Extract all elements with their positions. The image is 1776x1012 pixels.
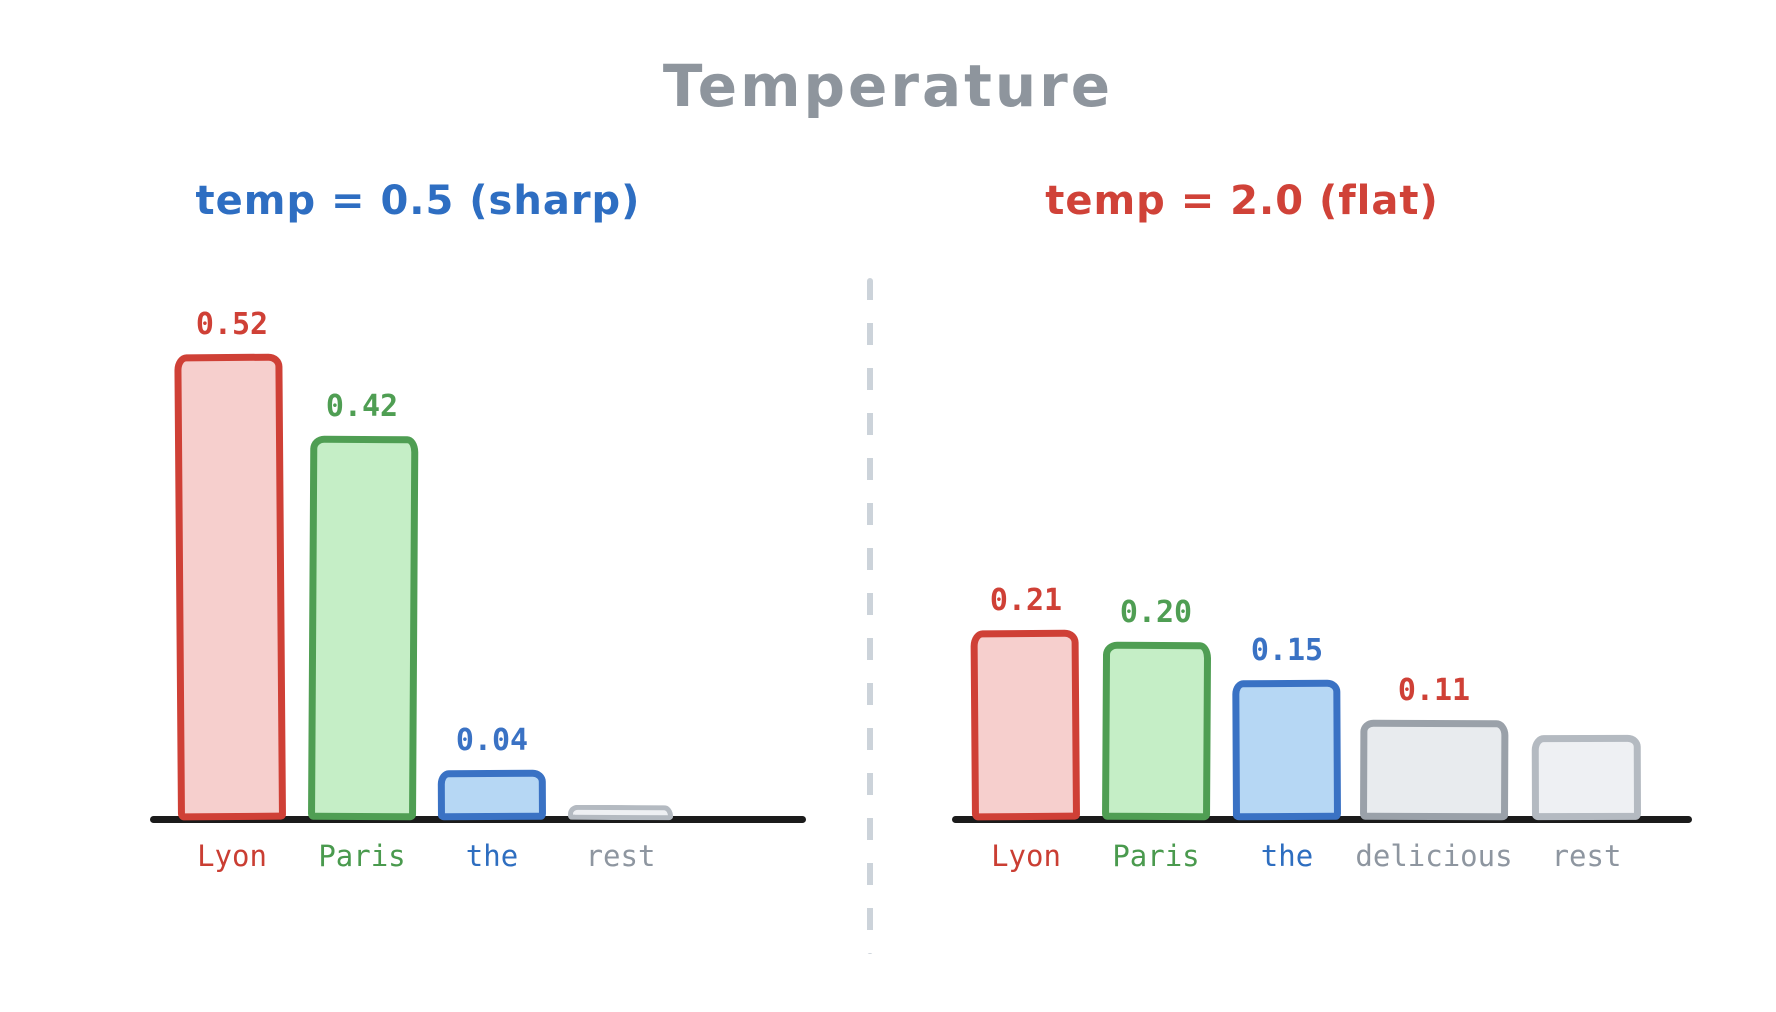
bar-paris: [308, 435, 419, 821]
value-label-lyon: 0.52: [195, 307, 269, 342]
bar-rest: [568, 804, 674, 821]
value-label-the: 0.15: [1250, 633, 1324, 668]
bar-paris: [1102, 641, 1212, 821]
bar-the: [437, 769, 546, 821]
tick-label-paris: Paris: [1112, 839, 1200, 873]
tick-label-paris: Paris: [318, 839, 406, 873]
value-label-the: 0.04: [455, 723, 529, 758]
figure-title: Temperature: [662, 52, 1114, 120]
tick-label-lyon: Lyon: [197, 839, 267, 873]
bar-lyon: [174, 353, 286, 821]
panel-divider-dashed-line: [867, 278, 873, 954]
value-label-lyon: 0.21: [989, 583, 1063, 618]
bar-delicious: [1360, 719, 1509, 821]
tick-label-lyon: Lyon: [991, 839, 1061, 873]
bar-lyon: [970, 629, 1080, 821]
tick-label-delicious: delicious: [1355, 839, 1513, 873]
tick-label-rest: rest: [585, 839, 656, 873]
right-panel-subtitle: temp = 2.0 (flat): [1045, 178, 1439, 224]
tick-label-the: the: [1260, 839, 1314, 873]
value-label-paris: 0.20: [1119, 595, 1193, 630]
value-label-paris: 0.42: [325, 389, 399, 424]
left-panel-subtitle: temp = 0.5 (sharp): [195, 178, 641, 224]
value-label-delicious: 0.11: [1397, 673, 1471, 708]
bar-rest: [1531, 734, 1641, 821]
tick-label-rest: rest: [1551, 839, 1622, 873]
bar-the: [1232, 679, 1341, 821]
tick-label-the: the: [465, 839, 519, 873]
